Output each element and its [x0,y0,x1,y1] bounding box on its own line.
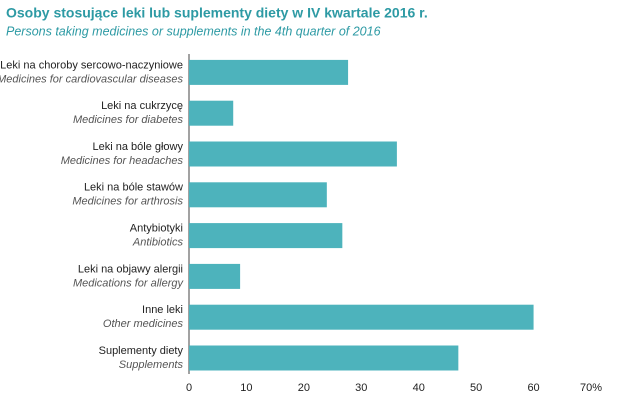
category-label-en: Antibiotics [132,237,184,249]
x-tick-label: 10 [240,382,252,394]
category-label-en: Medicines for headaches [61,155,184,167]
category-label-en: Medicines for cardiovascular diseases [0,73,183,85]
x-tick-label: 40 [413,382,425,394]
category-label: Suplementy diety [99,345,184,357]
bar [189,345,459,371]
category-label: Leki na bóle stawów [84,182,183,194]
bar [189,141,397,167]
bar [189,304,534,330]
x-tick-label: 20 [298,382,310,394]
category-label: Leki na cukrzycę [101,100,183,112]
bar [189,100,234,126]
category-label-en: Medicines for arthrosis [72,196,183,208]
bar [189,59,349,85]
chart-subtitle: Persons taking medicines or supplements … [6,24,381,38]
bar [189,223,343,249]
x-tick-label: 50 [470,382,482,394]
x-tick-label: 60 [527,382,539,394]
bar [189,263,241,289]
bar [189,182,327,208]
category-label-en: Other medicines [103,318,184,330]
category-label: Leki na choroby sercowo-naczyniowe [0,59,183,71]
category-label-en: Medicines for diabetes [73,114,184,126]
category-label: Leki na bóle głowy [92,141,183,153]
category-label-en: Medications for allergy [73,277,185,289]
category-label: Inne leki [142,304,183,316]
category-label-en: Supplements [119,359,184,371]
x-tick-label: 70% [580,382,602,394]
category-label: Antybiotyki [130,223,183,235]
x-tick-label: 30 [355,382,367,394]
x-tick-label: 0 [186,382,192,394]
category-label: Leki na objawy alergii [78,263,183,275]
chart-title: Osoby stosujące leki lub suplementy diet… [6,5,428,21]
